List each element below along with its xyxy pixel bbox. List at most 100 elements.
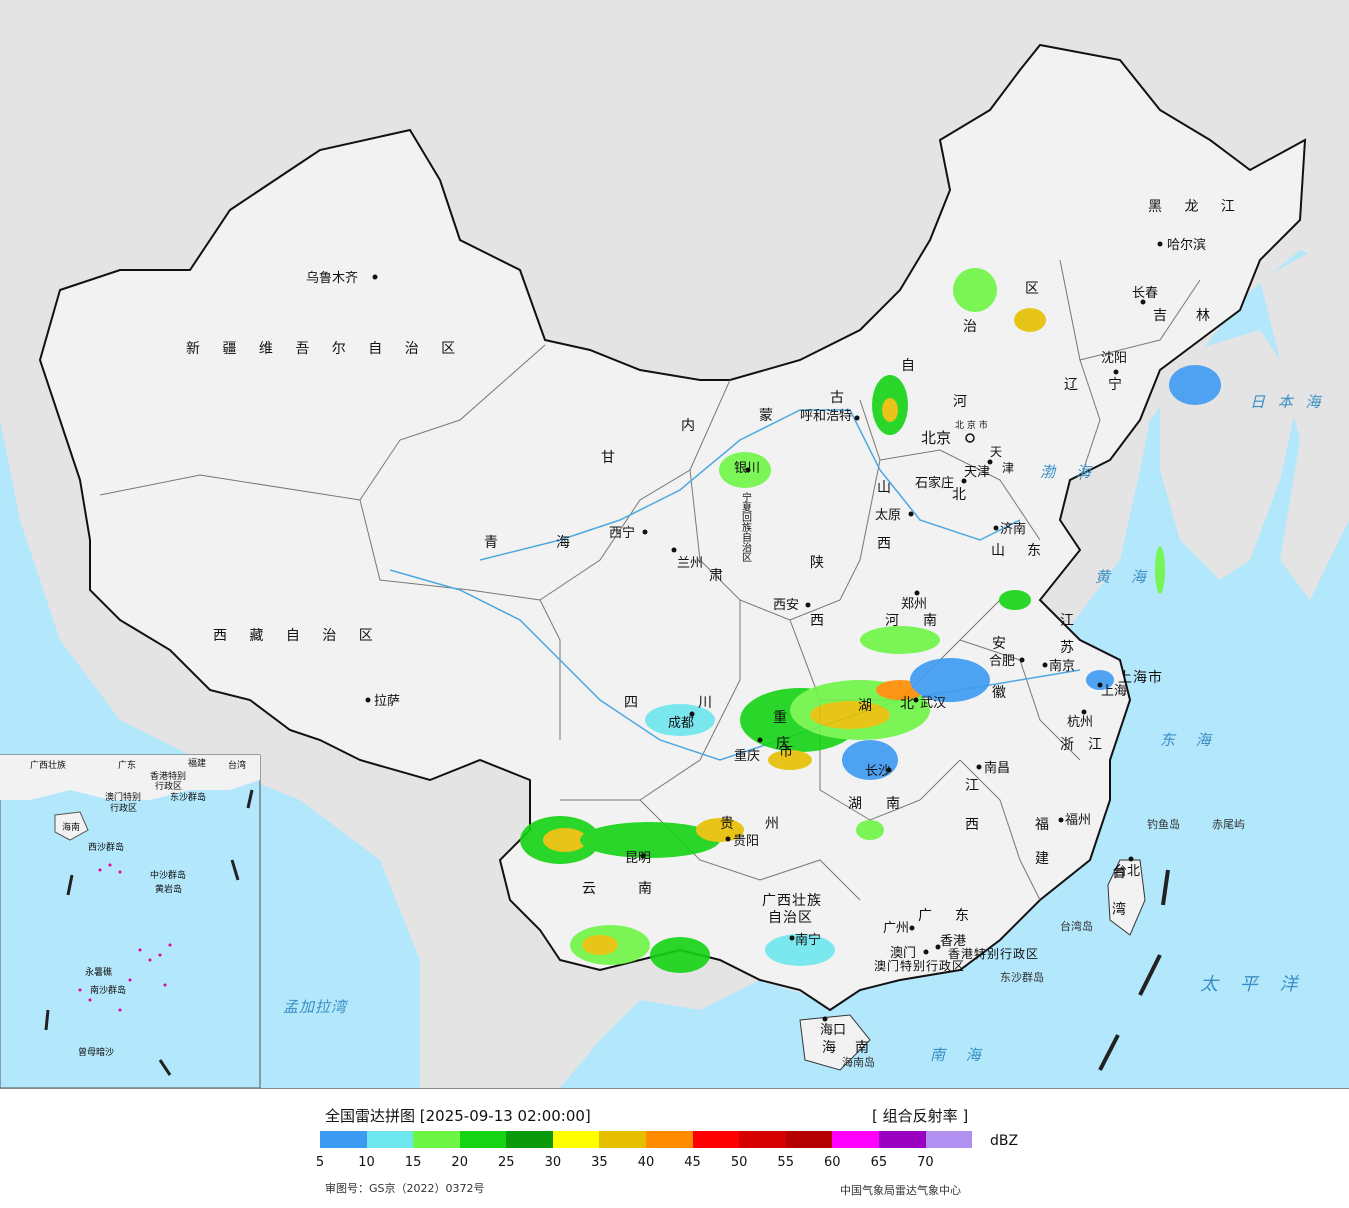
city-hangzhou: 杭州 xyxy=(1067,715,1093,730)
legend-title: 全国雷达拼图 [2025-09-13 02:00:00] xyxy=(325,1107,591,1125)
city-beijing: 北京 xyxy=(921,429,951,447)
region-chongqing-1: 重 xyxy=(773,710,796,726)
sea-huanghai: 黄 海 xyxy=(1095,568,1154,586)
sea-pacific: 太 平 洋 xyxy=(1200,974,1305,995)
legend-tick-30: 30 xyxy=(544,1155,562,1170)
legend-swatch-6 xyxy=(599,1131,647,1148)
legend-tick-65: 65 xyxy=(870,1155,888,1170)
legend-tick-50: 50 xyxy=(730,1155,748,1170)
region-gansu-1: 甘 xyxy=(601,450,624,466)
region-neimenggu-1: 内 xyxy=(681,418,704,434)
region-fujian-1: 福 xyxy=(1035,817,1058,833)
city-urumqi: 乌鲁木齐 xyxy=(306,270,358,286)
region-shandong-2: 东 xyxy=(1027,543,1050,559)
region-neimenggu-6: 区 xyxy=(1025,281,1048,297)
region-shanghai: 上海市 xyxy=(1118,669,1163,686)
legend-tick-70: 70 xyxy=(917,1155,934,1170)
city-changsha: 长沙 xyxy=(865,764,891,779)
legend-tick-25: 25 xyxy=(498,1155,515,1170)
region-hunan-1: 湖 xyxy=(848,796,871,812)
city-lhasa: 拉萨 xyxy=(374,694,400,709)
province-boundaries xyxy=(99,259,1201,901)
city-harbin: 哈尔滨 xyxy=(1167,237,1206,253)
region-henan-1: 河 xyxy=(885,613,908,629)
legend-swatch-10 xyxy=(785,1131,833,1148)
inset-xisha: 西沙群岛 xyxy=(88,841,124,853)
inset-hk-1: 香港特别 xyxy=(150,770,186,782)
radar-map[interactable]: 新 疆 维 吾 尔 自 治 区 西 藏 自 治 区 青 海 甘 肃 四 川 云 … xyxy=(0,0,1349,1089)
inset-guangxi: 广西壮族 xyxy=(30,759,66,771)
region-hainan-1: 海 xyxy=(822,1040,845,1056)
sea-labels: 渤 海 黄 海 东 海 日 本 海 太 平 洋 南 海 孟加拉湾 南 海 xyxy=(110,393,1321,1064)
legend-tick-5: 5 xyxy=(315,1155,325,1170)
legend-product: [ 组合反射率 ] xyxy=(872,1107,969,1125)
legend-swatch-3 xyxy=(459,1131,507,1148)
city-hongkong: 香港 xyxy=(940,934,966,949)
city-shijiazhuang: 石家庄 xyxy=(915,475,954,491)
region-chongqing-3: 市 xyxy=(779,743,802,760)
region-gansu-2: 肃 xyxy=(709,568,732,584)
legend-swatch-8 xyxy=(692,1131,740,1148)
region-hebei-2: 北 xyxy=(952,487,975,503)
legend: 全国雷达拼图 [2025-09-13 02:00:00] [ 组合反射率 ] 5… xyxy=(0,1089,1349,1208)
city-macau: 澳门 xyxy=(890,945,916,961)
legend-swatch-12 xyxy=(878,1131,926,1148)
region-guangdong-1: 广 xyxy=(918,908,941,924)
hainan-land xyxy=(799,1014,871,1071)
legend-tick-15: 15 xyxy=(404,1155,422,1170)
inset-guangdong: 广东 xyxy=(118,759,136,771)
inset-yongshu: 永暑礁 xyxy=(85,966,112,978)
region-anhui-2: 徽 xyxy=(992,685,1015,701)
city-xian: 西安 xyxy=(773,598,799,613)
region-sichuan-1: 四 xyxy=(624,695,647,711)
sea-bay-of-bengal: 孟加拉湾 xyxy=(283,998,349,1016)
region-tianjin-2: 津 xyxy=(1002,461,1015,475)
inset-macau-2: 行政区 xyxy=(110,802,137,814)
region-jiangsu-2: 苏 xyxy=(1060,640,1083,656)
nine-dash-line xyxy=(1098,869,1170,1071)
inset-fujian: 福建 xyxy=(188,757,206,769)
region-neimenggu-3: 古 xyxy=(830,390,853,406)
region-labels: 新 疆 维 吾 尔 自 治 区 西 藏 自 治 区 青 海 甘 肃 四 川 云 … xyxy=(186,199,1244,1056)
city-guangzhou: 广州 xyxy=(883,921,909,936)
map-canvas[interactable]: 新 疆 维 吾 尔 自 治 区 西 藏 自 治 区 青 海 甘 肃 四 川 云 … xyxy=(0,0,1349,1088)
legend-source: 中国气象局雷达气象中心 xyxy=(840,1184,961,1197)
region-jiangsu-1: 江 xyxy=(1060,613,1083,629)
region-liaoning-2: 宁 xyxy=(1108,376,1131,393)
inset-zengmu: 曾母暗沙 xyxy=(78,1046,114,1058)
region-hainan-2: 南 xyxy=(855,1040,878,1056)
region-henan-2: 南 xyxy=(923,613,946,629)
region-guizhou-1: 贵 xyxy=(720,816,743,832)
region-shaanxi-1: 陕 xyxy=(810,555,833,571)
legend-tick-40: 40 xyxy=(637,1155,655,1170)
inset-nansha: 南沙群岛 xyxy=(90,984,126,996)
region-hongkong: 香港特别行政区 xyxy=(948,946,1039,961)
sea-donghai: 东 海 xyxy=(1160,731,1219,749)
legend-unit: dBZ xyxy=(990,1133,1019,1149)
island-hainan: 海南岛 xyxy=(842,1055,875,1069)
region-heilongjiang: 黑 龙 江 xyxy=(1148,199,1244,215)
region-shanxi-2: 西 xyxy=(877,536,900,552)
legend-tick-45: 45 xyxy=(684,1155,701,1170)
region-anhui-1: 安 xyxy=(992,636,1015,652)
legend-swatch-13 xyxy=(925,1131,973,1148)
legend-swatch-2 xyxy=(413,1131,460,1148)
city-chongqing: 重庆 xyxy=(734,748,760,764)
region-hubei-2: 北 xyxy=(900,696,923,712)
region-jiangxi-2: 西 xyxy=(965,817,988,833)
legend-swatch-0 xyxy=(320,1131,367,1148)
inset-dongsha: 东沙群岛 xyxy=(170,791,206,803)
city-lanzhou: 兰州 xyxy=(677,556,703,571)
city-nanchang: 南昌 xyxy=(984,760,1010,776)
region-tianjin-1: 天 xyxy=(990,445,1003,459)
region-yunnan-2: 南 xyxy=(638,881,661,897)
sea-south-china-sea: 南 海 xyxy=(930,1046,989,1064)
legend-swatch-11 xyxy=(832,1131,879,1148)
city-jinan: 济南 xyxy=(1000,521,1026,537)
region-jiangxi-1: 江 xyxy=(965,778,988,794)
city-nanning: 南宁 xyxy=(795,932,821,948)
legend-tick-55: 55 xyxy=(777,1155,794,1170)
city-hefei: 合肥 xyxy=(989,654,1015,669)
region-taiwan-2: 湾 xyxy=(1112,901,1135,918)
island-chiwei: 赤尾屿 xyxy=(1212,818,1245,831)
